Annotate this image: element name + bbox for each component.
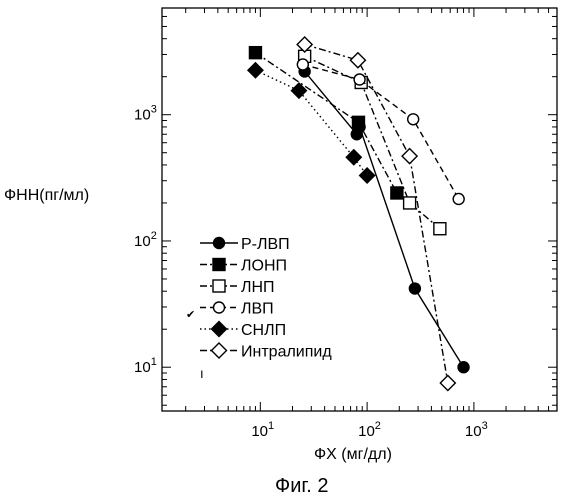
series-3 (299, 50, 446, 234)
legend-item: ЛВП (200, 301, 274, 318)
legend-label: ЛОНП (241, 258, 287, 275)
x-tick-labels: 101 102 103 (251, 420, 487, 440)
legend-item: СНЛП (200, 322, 286, 340)
y-tick-exponent: 2 (151, 230, 157, 242)
data-point (346, 150, 361, 165)
y-tick-label: 102 (134, 230, 157, 250)
legend-label: ЛВП (241, 301, 274, 318)
data-point (249, 47, 261, 59)
legend-marker (213, 259, 225, 271)
data-point (354, 74, 365, 85)
data-point (440, 375, 455, 390)
legend-label: ЛНП (241, 279, 275, 296)
data-point (352, 116, 364, 128)
legend-item: ЛОНП (200, 258, 287, 275)
y-tick-labels: 101 102 103 (134, 104, 157, 377)
legend-item: Интралипид (200, 343, 332, 361)
data-point (458, 362, 469, 373)
series-1 (299, 66, 469, 373)
stray-tick-mark: ✔ (186, 308, 195, 321)
series-line (305, 71, 464, 367)
stray-mark: ı (200, 367, 204, 382)
data-point (434, 223, 446, 235)
data-point (248, 63, 263, 78)
x-tick-label: 102 (358, 420, 381, 440)
data-point (291, 83, 306, 98)
legend-marker (214, 238, 225, 249)
x-tick-exponent: 2 (375, 420, 381, 432)
legend-item: ЛНП (200, 279, 275, 296)
figure-caption: Фиг. 2 (275, 475, 328, 497)
x-tick-exponent: 1 (268, 420, 274, 432)
x-tick-exponent: 3 (482, 420, 488, 432)
legend-label: Р-ЛВП (241, 236, 290, 253)
legend-marker (212, 322, 227, 337)
data-point (404, 197, 416, 209)
data-point (360, 168, 375, 183)
y-tick-exponent: 1 (151, 356, 157, 368)
data-point (408, 114, 419, 125)
y-tick-label: 103 (134, 104, 157, 124)
y-tick-label: 101 (134, 356, 157, 376)
x-tick-label: 103 (465, 420, 488, 440)
legend: Р-ЛВП ЛОНП ЛНП ЛВП СНЛП Интралипид (200, 236, 332, 361)
legend-item: Р-ЛВП (200, 236, 290, 253)
legend-label: СНЛП (241, 322, 286, 339)
y-tick-exponent: 3 (151, 104, 157, 116)
data-point (453, 193, 464, 204)
y-axis-label: ФНН(пг/мл) (4, 187, 89, 204)
series-line (305, 44, 448, 383)
data-point (350, 53, 365, 68)
data-point (402, 149, 417, 164)
data-point (297, 59, 308, 70)
legend-label: Интралипид (241, 344, 332, 361)
data-point (391, 187, 403, 199)
legend-marker (212, 343, 227, 358)
x-tick-label: 101 (251, 420, 274, 440)
series-line (305, 56, 440, 228)
legend-marker (213, 280, 225, 292)
legend-marker (214, 302, 225, 313)
data-point (409, 283, 420, 294)
x-axis-label: ФХ (мг/дл) (314, 446, 392, 463)
